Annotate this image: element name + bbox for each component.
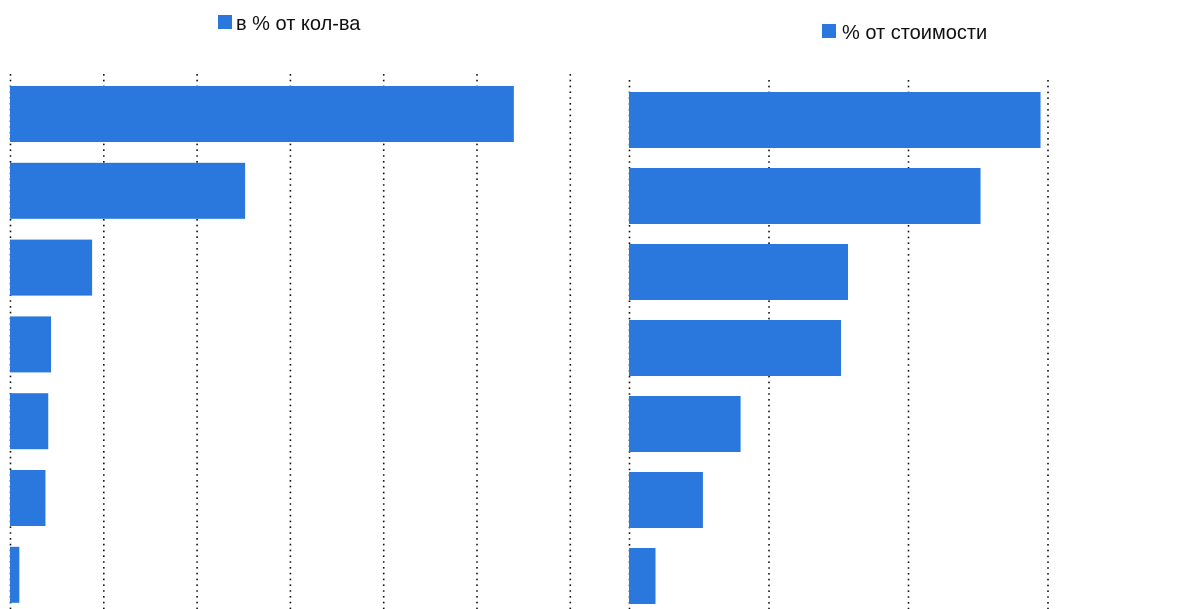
- bar: [10, 316, 52, 373]
- bar: [629, 396, 741, 452]
- chart-panel-cost: % от стоимости: [628, 22, 1049, 609]
- bar: [629, 244, 849, 300]
- bar-group: [629, 92, 1041, 604]
- bar: [10, 470, 46, 526]
- grid-lines: [9, 74, 572, 609]
- bar: [629, 472, 703, 528]
- legend-swatch: [218, 15, 232, 29]
- legend-label: в % от кол-ва: [236, 13, 361, 35]
- bar: [10, 162, 246, 219]
- legend-swatch: [822, 24, 836, 38]
- bar: [10, 393, 49, 450]
- bar: [629, 92, 1041, 148]
- bar-group: [10, 86, 514, 603]
- bar: [629, 320, 842, 376]
- bar: [10, 86, 514, 142]
- chart-panel-quantity: в % от кол-ва: [9, 13, 572, 609]
- bar: [10, 546, 20, 603]
- bar: [629, 168, 981, 224]
- bar: [629, 548, 656, 604]
- bar: [10, 239, 93, 296]
- legend-label: % от стоимости: [842, 22, 987, 44]
